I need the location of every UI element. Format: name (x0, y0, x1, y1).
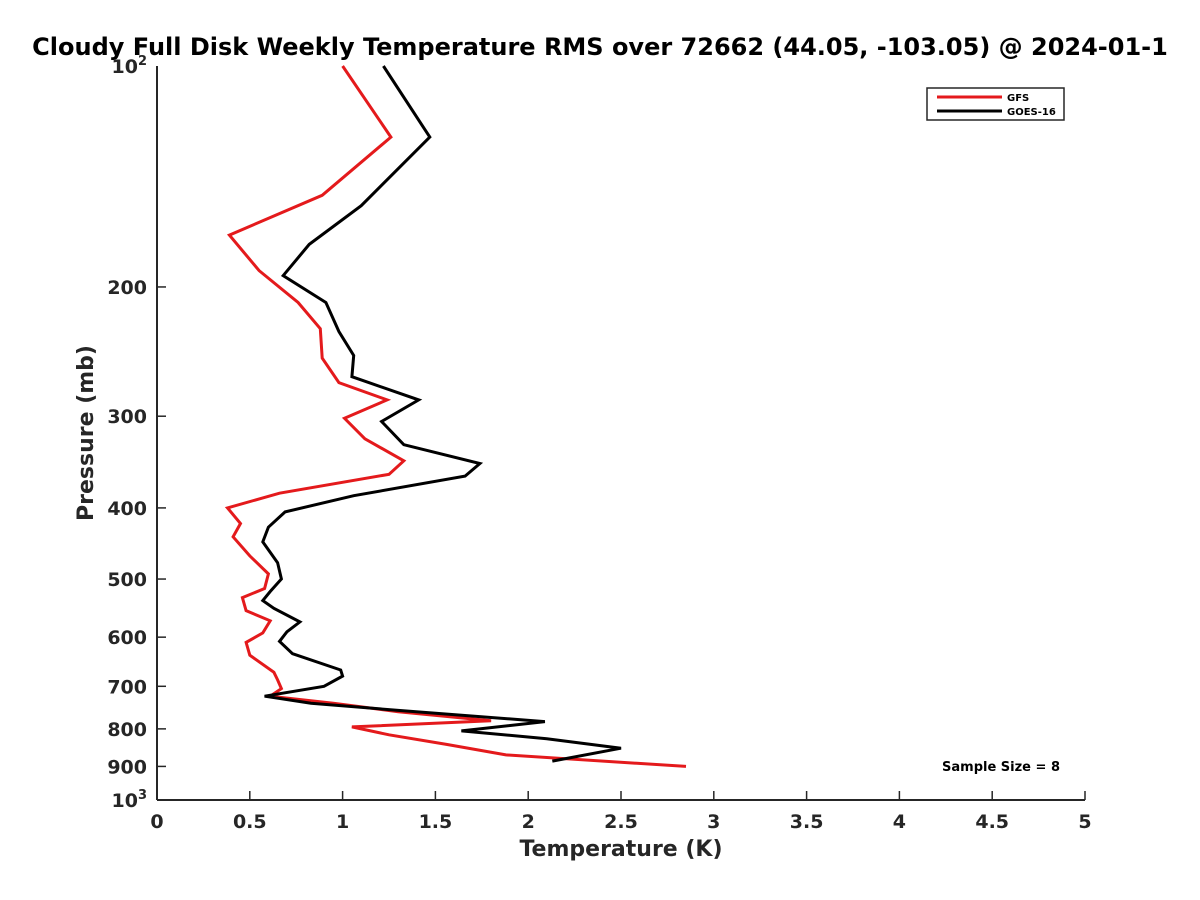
sample-size-annotation: Sample Size = 8 (942, 760, 1060, 775)
x-tick-label: 3.5 (790, 811, 824, 833)
legend: GFS GOES-16 (926, 87, 1065, 121)
x-tick-label: 3 (707, 811, 720, 833)
y-tick-label: 200 (107, 277, 147, 299)
y-tick-label: 103 (112, 788, 148, 812)
y-tick-label: 600 (107, 627, 147, 649)
x-tick-label: 1.5 (419, 811, 453, 833)
x-axis-label: Temperature (K) (519, 837, 722, 862)
x-tick-label: 5 (1078, 811, 1091, 833)
x-tick-label: 2.5 (604, 811, 638, 833)
x-tick-label: 0.5 (233, 811, 267, 833)
axes: 0 0.5 1 1.5 2 2.5 3 3.5 4 4.5 5 102 200 300 400 500 600 7… (107, 54, 1091, 833)
series-line-goes-16 (260, 65, 622, 763)
y-tick-label: 300 (107, 406, 147, 428)
y-tick-label: 900 (107, 756, 147, 778)
x-tick-label: 0 (150, 811, 163, 833)
x-tick-label: 1 (336, 811, 349, 833)
chart-title: Cloudy Full Disk Weekly Temperature RMS … (32, 33, 1168, 61)
y-tick-label: 500 (107, 569, 147, 591)
legend-label-goes-16: GOES-16 (1007, 107, 1056, 118)
y-tick-label: 800 (107, 719, 147, 741)
legend-box (926, 87, 1065, 121)
y-axis-label: Pressure (mb) (74, 345, 99, 521)
y-tick-label: 102 (112, 54, 148, 78)
y-tick-label: 700 (107, 676, 147, 698)
x-tick-label: 4 (893, 811, 906, 833)
series-lines (224, 65, 687, 768)
x-tick-label: 2 (522, 811, 535, 833)
legend-label-gfs: GFS (1007, 93, 1029, 104)
x-tick-label: 4.5 (975, 811, 1009, 833)
y-tick-label: 400 (107, 498, 147, 520)
series-line-gfs (224, 65, 687, 768)
